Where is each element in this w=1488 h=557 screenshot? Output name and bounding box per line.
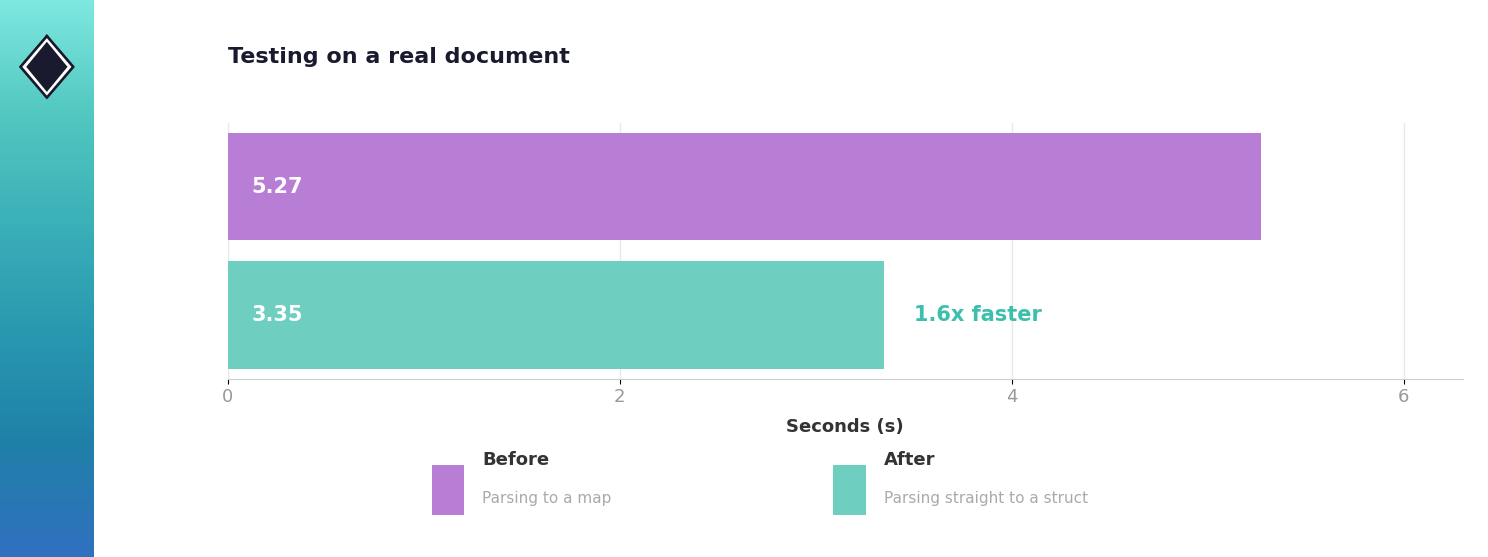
Text: 3.35: 3.35 <box>251 305 302 325</box>
Text: 5.27: 5.27 <box>251 177 302 197</box>
Text: After: After <box>884 451 936 468</box>
Bar <box>228 133 1260 241</box>
Polygon shape <box>27 42 67 92</box>
Text: Testing on a real document: Testing on a real document <box>228 47 570 67</box>
Text: Parsing straight to a struct: Parsing straight to a struct <box>884 491 1088 506</box>
Text: Before: Before <box>482 451 549 468</box>
Polygon shape <box>21 36 73 97</box>
Bar <box>228 261 884 369</box>
Text: Parsing to a map: Parsing to a map <box>482 491 612 506</box>
Text: 1.6x faster: 1.6x faster <box>914 305 1042 325</box>
X-axis label: Seconds (s): Seconds (s) <box>786 418 905 436</box>
